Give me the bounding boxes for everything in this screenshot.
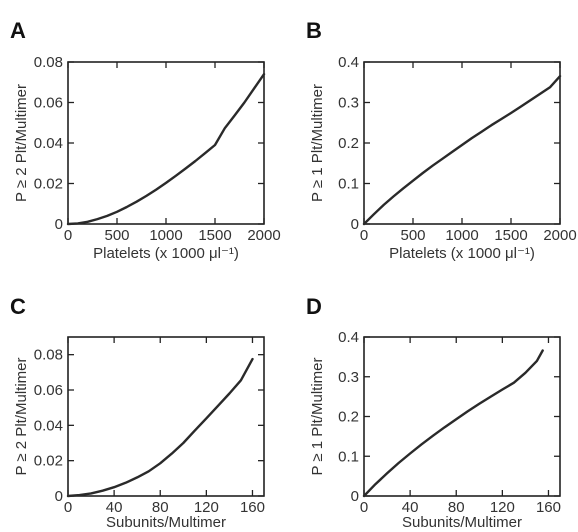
series-line-c	[66, 357, 254, 498]
x-tick-label: 80	[152, 499, 169, 516]
y-tick-label: 0.2	[338, 135, 359, 152]
x-axis-title: Platelets (x 1000 μl⁻¹)	[389, 245, 535, 262]
panel-a: A 0 500 1000 1500 2000 0 0.02 0.04 0.06 0.08 Platel…	[10, 18, 281, 262]
x-tick-label: 0	[64, 227, 72, 244]
series-line-a	[66, 72, 266, 226]
x-tick-label: 1500	[494, 227, 527, 244]
y-tick-label: 0.02	[34, 176, 63, 193]
x-tick-label: 0	[360, 227, 368, 244]
panel-c: C 0 40 80 120 160 0 0.02 0.04 0.06 0.08 Subunits/Mu…	[10, 294, 265, 531]
y-tick-label: 0.06	[34, 382, 63, 399]
y-tick-label: 0	[351, 488, 359, 505]
plot-frame	[67, 336, 265, 497]
x-tick-label: 1000	[445, 227, 478, 244]
y-tick-label: 0	[55, 488, 63, 505]
plot-frame	[363, 61, 561, 225]
y-tick-label: 0.04	[34, 135, 63, 152]
y-tick-label: 0.08	[34, 54, 63, 71]
panel-letter: B	[306, 18, 322, 43]
x-tick-label: 80	[448, 499, 465, 516]
y-axis-title: P ≥ 1 Plt/Multimer	[309, 84, 326, 202]
y-axis-title: P ≥ 2 Plt/Multimer	[13, 358, 30, 476]
panel-d: D 0 40 80 120 160 0 0.1 0.2 0.3 0.4 Subunits/Multim…	[306, 294, 561, 531]
x-tick-label: 1000	[149, 227, 182, 244]
panel-letter: C	[10, 294, 26, 319]
y-axis-title: P ≥ 2 Plt/Multimer	[13, 84, 30, 202]
y-tick-label: 0.4	[338, 54, 359, 71]
x-tick-label: 40	[402, 499, 419, 516]
x-tick-label: 120	[490, 499, 515, 516]
x-tick-label: 0	[64, 499, 72, 516]
y-tick-label: 0.1	[338, 176, 359, 193]
x-axis-title: Subunits/Multimer	[106, 514, 226, 531]
y-tick-label: 0.3	[338, 369, 359, 386]
x-tick-label: 2000	[247, 227, 280, 244]
series-line-b	[362, 74, 562, 226]
y-tick-label: 0	[351, 216, 359, 233]
y-axis-title: P ≥ 1 Plt/Multimer	[309, 358, 326, 476]
plot-frame	[67, 61, 265, 225]
panel-letter: A	[10, 18, 26, 43]
y-tick-label: 0.02	[34, 453, 63, 470]
x-tick-label: 40	[106, 499, 123, 516]
x-tick-label: 160	[240, 499, 265, 516]
y-tick-label: 0.06	[34, 95, 63, 112]
x-tick-label: 160	[536, 499, 561, 516]
y-tick-label: 0.4	[338, 329, 359, 346]
x-tick-label: 120	[194, 499, 219, 516]
y-tick-label: 0.08	[34, 347, 63, 364]
x-axis-title: Subunits/Multimer	[402, 514, 522, 531]
y-tick-label: 0.2	[338, 409, 359, 426]
x-tick-label: 500	[104, 227, 129, 244]
series-line-d	[362, 349, 544, 498]
x-tick-label: 0	[360, 499, 368, 516]
x-tick-label: 2000	[543, 227, 576, 244]
y-tick-label: 0.1	[338, 448, 359, 465]
y-tick-label: 0.3	[338, 95, 359, 112]
x-axis-title: Platelets (x 1000 μl⁻¹)	[93, 245, 239, 262]
x-tick-label: 1500	[198, 227, 231, 244]
panel-letter: D	[306, 294, 322, 319]
panel-b: B 0 500 1000 1500 2000 0 0.1 0.2 0.3 0.4 Platelets …	[306, 18, 577, 262]
x-tick-label: 500	[400, 227, 425, 244]
y-tick-label: 0	[55, 216, 63, 233]
y-tick-label: 0.04	[34, 417, 63, 434]
